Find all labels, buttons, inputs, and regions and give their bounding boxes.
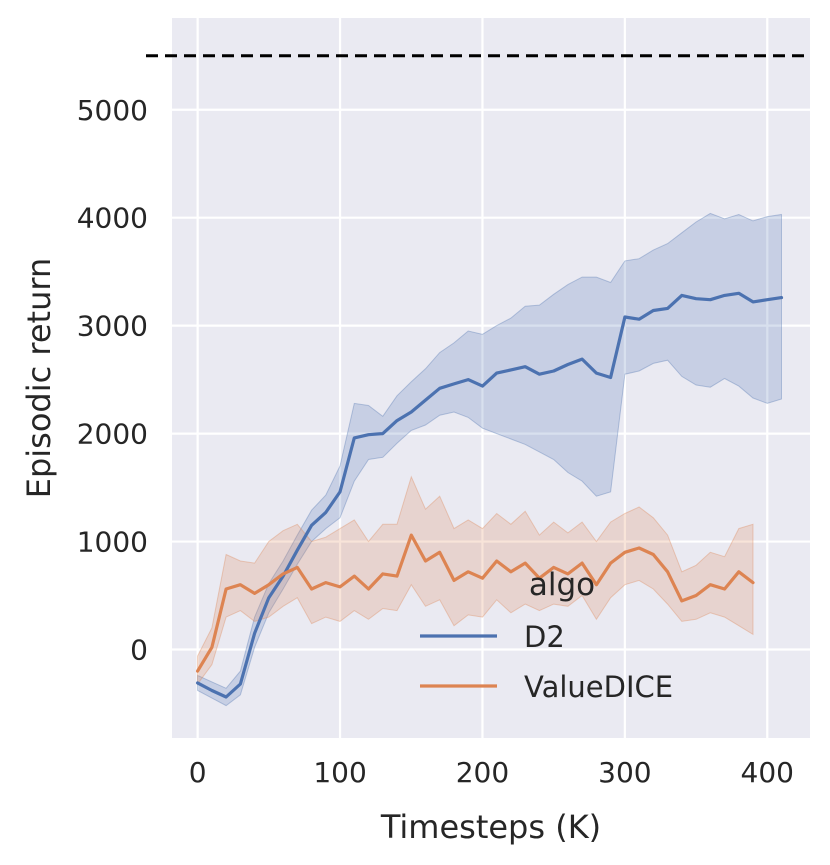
x-axis-ticks: 0 100 200 300 400: [189, 756, 794, 789]
x-tick-label: 100: [313, 756, 366, 789]
x-tick-label: 300: [598, 756, 651, 789]
x-tick-label: 200: [456, 756, 509, 789]
y-tick-label: 4000: [77, 202, 148, 235]
y-tick-label: 0: [130, 633, 148, 666]
series-line-0: [196, 291, 784, 699]
grid: [172, 18, 810, 738]
x-axis-label: Timesteps (K): [380, 808, 601, 846]
series-line-1: [196, 533, 755, 673]
y-tick-label: 1000: [77, 526, 148, 559]
y-tick-label: 2000: [77, 418, 148, 451]
series-lines: [196, 291, 784, 699]
x-tick-label: 0: [189, 756, 207, 789]
y-axis-label: Episodic return: [20, 258, 58, 498]
legend-title: algo: [529, 567, 595, 603]
confidence-bands: [197, 212, 782, 707]
confidence-band-0: [197, 212, 782, 707]
y-tick-label: 3000: [77, 310, 148, 343]
confidence-band-1: [197, 475, 754, 686]
legend: algo D2 ValueDICE: [420, 567, 673, 704]
y-axis-ticks: 0 1000 2000 3000 4000 5000: [77, 94, 148, 667]
y-tick-label: 5000: [77, 94, 148, 127]
legend-label-0: D2: [524, 620, 565, 654]
legend-label-1: ValueDICE: [524, 670, 673, 704]
x-tick-label: 400: [741, 756, 794, 789]
